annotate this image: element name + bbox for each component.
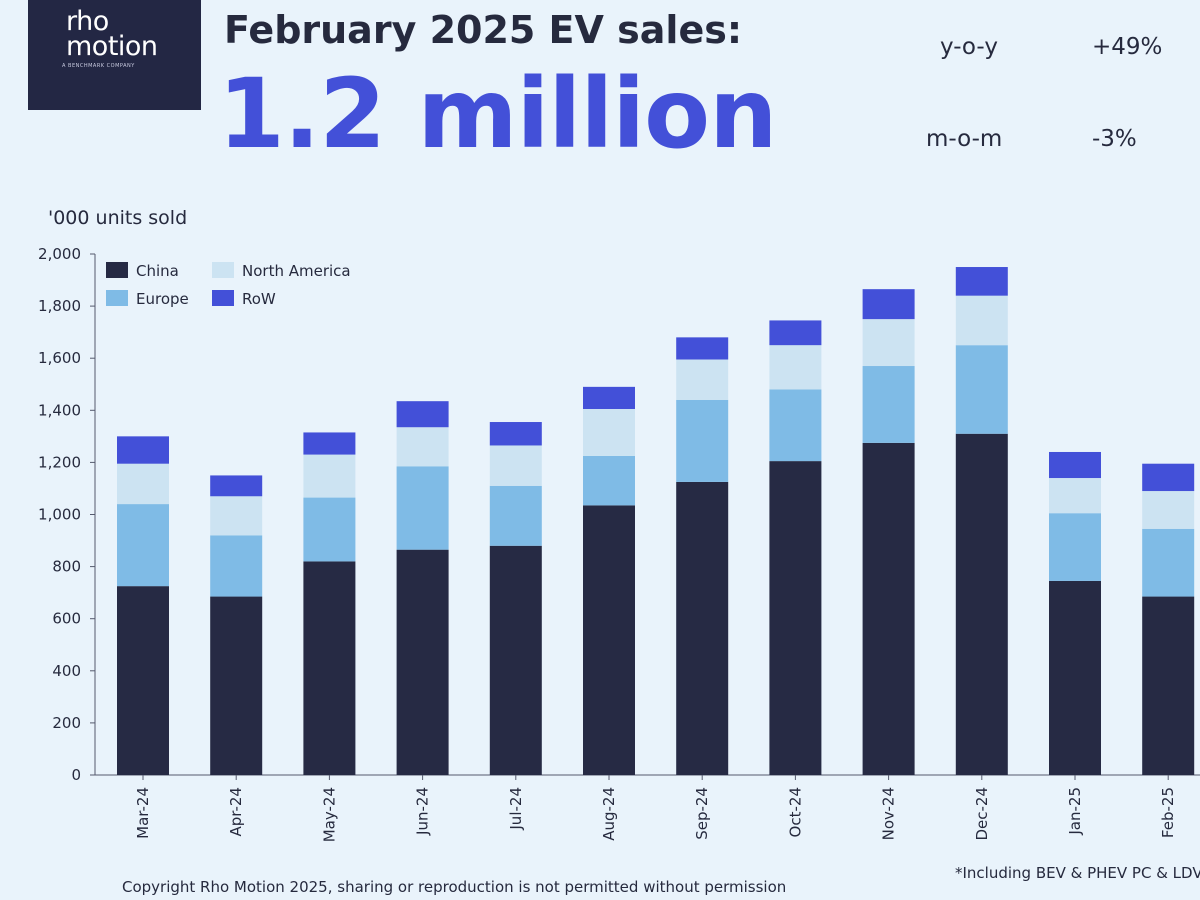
x-tick-label: Dec-24 — [973, 787, 991, 841]
mom-label: m-o-m — [926, 126, 1003, 152]
bar-china-mar-24 — [117, 586, 169, 775]
bar-north-america-feb-25 — [1142, 491, 1195, 529]
bar-row-nov-24 — [862, 289, 915, 320]
yoy-value: +49% — [1092, 34, 1163, 60]
x-tick-label: Feb-25 — [1159, 787, 1177, 838]
y-axis-unit-label: '000 units sold — [48, 207, 188, 229]
bar-row-mar-24 — [117, 436, 169, 464]
bar-china-may-24 — [303, 561, 356, 775]
legend-label-north-america: North America — [242, 262, 351, 280]
bar-north-america-jul-24 — [489, 445, 542, 486]
legend-swatch-row — [212, 290, 234, 306]
bar-north-america-apr-24 — [210, 496, 263, 536]
y-tick-label: 200 — [52, 714, 81, 732]
bar-north-america-dec-24 — [955, 295, 1008, 346]
bar-china-oct-24 — [769, 461, 822, 775]
bar-china-apr-24 — [210, 596, 263, 775]
bar-china-sep-24 — [676, 481, 729, 775]
x-tick-label: Jan-25 — [1066, 787, 1084, 836]
mom-value: -3% — [1092, 126, 1137, 152]
headline-figure: 1.2 million — [218, 58, 777, 170]
page-title: February 2025 EV sales: — [224, 8, 743, 52]
legend-swatch-north-america — [212, 262, 234, 278]
bar-north-america-jun-24 — [396, 427, 449, 467]
legend-label-china: China — [136, 262, 179, 280]
y-tick-label: 600 — [52, 610, 81, 628]
copyright-notice: Copyright Rho Motion 2025, sharing or re… — [122, 878, 787, 896]
yoy-label: y-o-y — [940, 34, 998, 60]
x-tick-label: Aug-24 — [600, 787, 618, 841]
y-tick-label: 1,600 — [38, 349, 81, 367]
bar-row-jul-24 — [489, 422, 542, 446]
bar-europe-sep-24 — [676, 399, 729, 482]
x-tick-label: Apr-24 — [227, 787, 245, 837]
bar-china-jan-25 — [1049, 580, 1101, 775]
chart-footnote: *Including BEV & PHEV PC & LDV — [955, 864, 1200, 882]
bar-row-aug-24 — [583, 386, 635, 409]
bar-china-jun-24 — [396, 549, 449, 775]
logo-text-rho: rho — [66, 6, 109, 37]
y-tick-label: 400 — [52, 662, 81, 680]
bar-europe-nov-24 — [862, 366, 915, 443]
bar-row-may-24 — [303, 432, 356, 455]
x-tick-label: Jul-24 — [507, 787, 525, 831]
bar-row-jun-24 — [396, 401, 449, 428]
bar-europe-jun-24 — [396, 466, 449, 550]
bar-row-dec-24 — [955, 267, 1008, 296]
bar-europe-jan-25 — [1049, 513, 1101, 581]
bar-north-america-jan-25 — [1049, 478, 1101, 514]
x-tick-label: Nov-24 — [880, 787, 898, 840]
y-tick-label: 1,400 — [38, 401, 81, 419]
legend-swatch-europe — [106, 290, 128, 306]
x-tick-label: Jun-24 — [414, 787, 432, 836]
bar-north-america-nov-24 — [862, 319, 915, 367]
y-tick-label: 1,000 — [38, 506, 81, 524]
bar-north-america-may-24 — [303, 454, 356, 498]
bar-europe-jul-24 — [489, 485, 542, 546]
bar-europe-mar-24 — [117, 504, 169, 587]
x-tick-label: Sep-24 — [693, 787, 711, 840]
bar-europe-feb-25 — [1142, 528, 1195, 597]
x-tick-label: May-24 — [320, 787, 338, 842]
ev-sales-stacked-bar-chart: 0 200 400 600 800 1,000 1,200 1,400 1,600 1,800 2,… — [38, 245, 1200, 842]
bar-row-oct-24 — [769, 320, 822, 346]
bar-north-america-aug-24 — [583, 408, 635, 456]
y-tick-label: 2,000 — [38, 245, 81, 263]
bar-china-jul-24 — [489, 545, 542, 775]
bar-china-dec-24 — [955, 433, 1008, 775]
y-tick-label: 1,800 — [38, 297, 81, 315]
bar-europe-apr-24 — [210, 535, 263, 597]
bar-europe-may-24 — [303, 497, 356, 562]
rho-motion-logo: rho motion A BENCHMARK COMPANY — [28, 0, 201, 110]
bar-row-feb-25 — [1142, 463, 1195, 492]
x-tick-label: Mar-24 — [134, 787, 152, 839]
bar-europe-aug-24 — [583, 455, 635, 506]
bar-north-america-oct-24 — [769, 345, 822, 390]
bar-row-apr-24 — [210, 475, 263, 497]
legend-swatch-china — [106, 262, 128, 278]
legend-label-row: RoW — [242, 290, 276, 308]
bar-north-america-mar-24 — [117, 463, 169, 505]
logo-text-motion: motion — [66, 31, 158, 62]
bar-europe-dec-24 — [955, 345, 1008, 434]
bar-china-aug-24 — [583, 505, 635, 775]
y-tick-label: 0 — [71, 766, 81, 784]
y-tick-label: 800 — [52, 558, 81, 576]
bar-europe-oct-24 — [769, 389, 822, 462]
y-tick-label: 1,200 — [38, 453, 81, 471]
bar-china-feb-25 — [1142, 596, 1195, 775]
bar-north-america-sep-24 — [676, 359, 729, 400]
bar-china-nov-24 — [862, 442, 915, 775]
logo-subtitle: A BENCHMARK COMPANY — [62, 63, 135, 69]
bar-row-jan-25 — [1049, 451, 1101, 479]
legend-label-europe: Europe — [136, 290, 189, 308]
bar-row-sep-24 — [676, 337, 729, 360]
x-tick-label: Oct-24 — [786, 787, 804, 837]
